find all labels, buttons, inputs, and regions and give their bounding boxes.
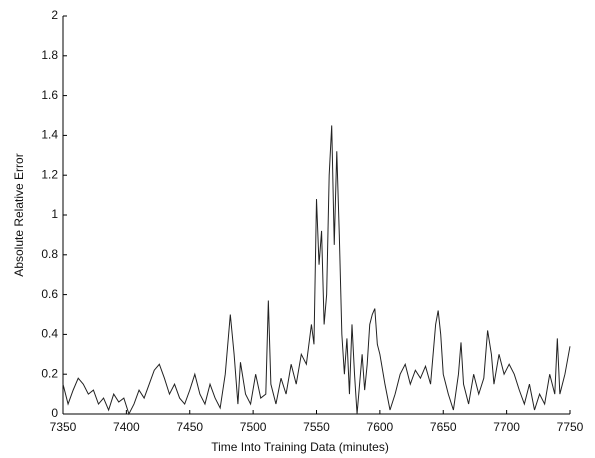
y-tick-label: 1.4 [41, 128, 58, 142]
y-tick-label: 0.2 [41, 366, 58, 380]
y-tick-label: 1.8 [41, 48, 58, 62]
data-line [62, 125, 571, 416]
x-tick-label: 7600 [367, 420, 394, 434]
x-tick-label: 7500 [240, 420, 267, 434]
y-tick-label: 1.6 [41, 88, 58, 102]
x-tick-label: 7550 [303, 420, 330, 434]
y-tick-label: 1 [51, 207, 58, 221]
y-tick-label: 0.8 [41, 247, 58, 261]
y-tick-label: 1.2 [41, 167, 58, 181]
x-tick-label: 7650 [430, 420, 457, 434]
y-tick-label: 2 [51, 8, 58, 22]
y-axis-label: Absolute Relative Error [12, 153, 26, 276]
x-tick-label: 7700 [493, 420, 520, 434]
x-tick-label: 7350 [50, 420, 77, 434]
y-tick-label: 0.6 [41, 287, 58, 301]
x-tick-label: 7750 [557, 420, 584, 434]
x-tick-label: 7450 [176, 420, 203, 434]
y-tick-label: 0 [51, 406, 58, 420]
y-tick-label: 0.4 [41, 327, 58, 341]
x-axis-label: Time Into Training Data (minutes) [211, 440, 389, 454]
x-tick-label: 7400 [113, 420, 140, 434]
